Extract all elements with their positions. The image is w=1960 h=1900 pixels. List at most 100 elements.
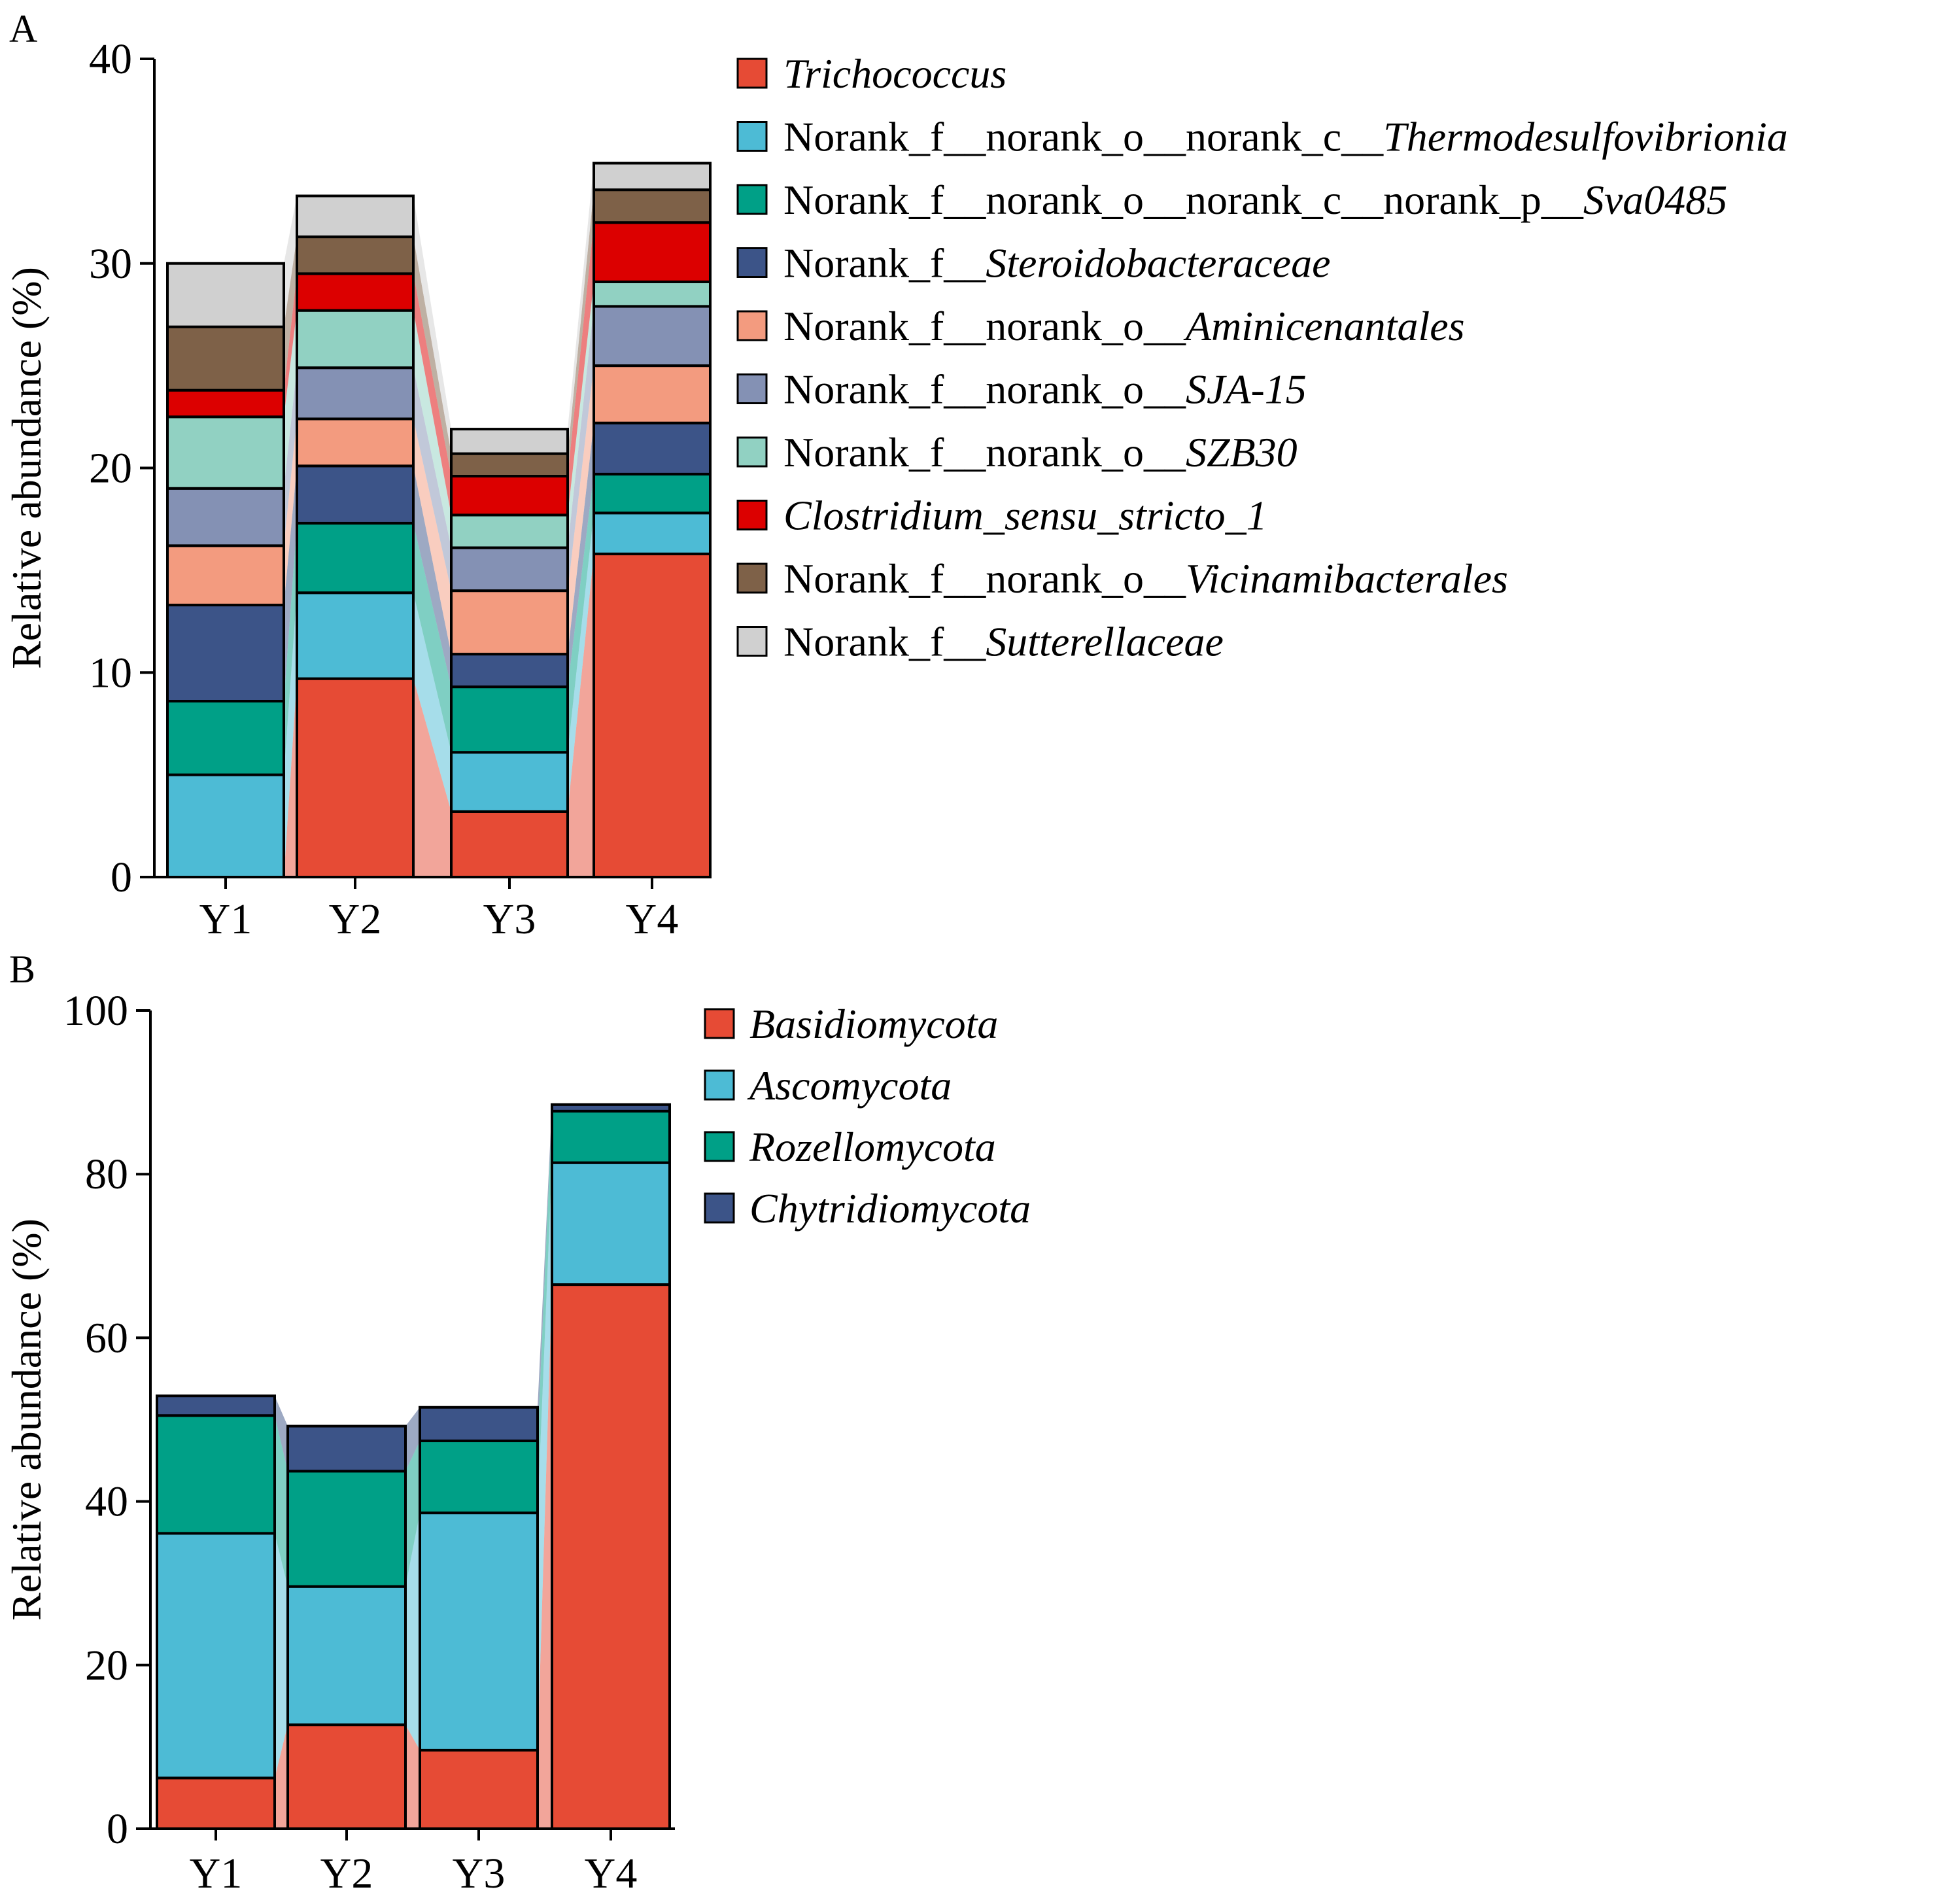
bars: [166, 162, 712, 879]
bars: [156, 1103, 671, 1831]
legend-label: Norank_f__norank_o__Aminicenantales: [783, 303, 1465, 349]
panel-letter: A: [9, 7, 37, 50]
bar-segment: [166, 487, 285, 547]
connector-band: [413, 466, 451, 687]
panel-a: A 0 10 20 30 40 Y1 Y2 Y3 Y4 Relative abundance (%)…: [3, 7, 1788, 943]
legend-swatch: [704, 1069, 735, 1101]
connector-band: [275, 1533, 288, 1778]
legend-label: Rozellomycota: [749, 1124, 996, 1170]
x-tick-label: Y3: [453, 1850, 506, 1897]
bar-segment: [450, 546, 569, 593]
legend-label-part: Norank_f__norank_o__norank_c__norank_p__: [783, 177, 1584, 223]
connector-band: [413, 196, 451, 454]
connector-band: [284, 310, 297, 489]
connector-band: [275, 1415, 288, 1587]
connector-band: [568, 474, 594, 753]
legend-label: Norank_f__norank_o__SJA-15: [783, 366, 1307, 413]
legend-item: Norank_f__norank_o__norank_c__norank_p__…: [736, 177, 1727, 223]
legend-swatch: [736, 58, 768, 89]
connector-band: [284, 466, 297, 702]
connector-band: [405, 1513, 420, 1750]
legend-label-part: Aminicenantales: [1183, 303, 1465, 349]
legend-label-part: Norank_f__norank_o__: [783, 303, 1186, 349]
legend: Trichococcus Norank_f__norank_o__norank_c…: [736, 50, 1788, 665]
bar-segment: [450, 513, 569, 549]
bar-segment: [296, 194, 415, 239]
bar-segment: [551, 1109, 671, 1164]
legend-swatch: [704, 1008, 735, 1039]
bar-segment: [450, 653, 569, 689]
connector-band: [413, 310, 451, 548]
legend-label: Norank_f__norank_o__norank_c__Thermodesu…: [783, 114, 1788, 160]
bar-segment: [166, 773, 285, 878]
connector-band: [275, 1396, 288, 1472]
bar-segment: [296, 521, 415, 595]
y-tick-label: 100: [63, 987, 128, 1035]
bar-segment: [166, 604, 285, 703]
bar-segment: [450, 810, 569, 879]
bar-segment: [166, 415, 285, 490]
legend-label-part: Sva0485: [1583, 177, 1727, 223]
legend-label: Basidiomycota: [749, 1001, 998, 1047]
bar-segment: [450, 751, 569, 813]
legend-label-part: Norank_f__norank_o__: [783, 429, 1186, 475]
legend-label-part: Norank_f__: [783, 240, 986, 286]
connector-band: [538, 1162, 552, 1750]
legend-swatch: [736, 562, 768, 594]
connector-bands: [275, 1104, 552, 1829]
legend-swatch: [736, 310, 768, 341]
bar-segment: [156, 1776, 276, 1830]
bar-segment: [286, 1470, 407, 1588]
legend-label-part: SZB30: [1186, 429, 1298, 475]
x-tick-label: Y1: [190, 1850, 243, 1897]
connector-band: [568, 513, 594, 812]
connector-band: [284, 678, 297, 877]
legend-label-part: Steroidobacteraceae: [986, 240, 1330, 286]
connector-band: [405, 1725, 420, 1829]
legend-swatch: [736, 121, 768, 152]
legend-label: Norank_f__Sutterellaceae: [783, 619, 1224, 665]
y-axis-title: Relative abundance (%): [3, 1218, 50, 1621]
legend-swatch: [736, 247, 768, 278]
connector-band: [413, 419, 451, 655]
legend-swatch: [704, 1131, 735, 1162]
x-tick-label: Y3: [483, 895, 536, 943]
legend-label-part: Vicinamibacterales: [1186, 555, 1508, 602]
y-tick-label: 0: [111, 854, 132, 901]
legend-label-part: SJA-15: [1186, 366, 1307, 413]
connector-band: [275, 1725, 288, 1829]
x-tick-label: Y2: [320, 1850, 373, 1897]
y-axis-title: Relative abundance (%): [3, 267, 50, 669]
connector-band: [413, 368, 451, 591]
legend-label: Clostridium_sensu_stricto_1: [783, 492, 1267, 539]
bar-segment: [296, 235, 415, 275]
legend-label-part: Rozellomycota: [749, 1124, 996, 1170]
y-tick-label: 20: [85, 1642, 128, 1689]
y-tick-label: 10: [89, 649, 132, 697]
legend-label: Norank_f__Steroidobacteraceae: [783, 240, 1330, 286]
legend-label-part: Trichococcus: [783, 50, 1006, 97]
legend-label-part: Ascomycota: [747, 1062, 952, 1109]
connector-band: [284, 368, 297, 546]
connector-band: [568, 222, 594, 515]
x-tick-label: Y2: [329, 895, 382, 943]
legend-label-part: Sutterellaceae: [986, 619, 1224, 665]
bar-segment: [166, 389, 285, 419]
legend-label: Trichococcus: [783, 50, 1006, 97]
legend-item: Rozellomycota: [704, 1124, 996, 1170]
connector-band: [568, 306, 594, 591]
bar-segment: [450, 589, 569, 656]
connector-band: [284, 196, 297, 327]
bar-segment: [419, 1406, 539, 1443]
bar-segment: [593, 188, 712, 224]
bar-segment: [166, 544, 285, 607]
x-tick-label: Y4: [626, 895, 679, 943]
bar-segment: [450, 685, 569, 754]
panel-b: B 0 20 40 60 80 100 Y1 Y2 Y3 Y4 Relative abundance …: [3, 948, 1031, 1897]
bar-segment: [551, 1161, 671, 1287]
legend-label: Chytridiomycota: [749, 1185, 1031, 1232]
bar-segment: [593, 305, 712, 368]
bar-segment: [296, 309, 415, 370]
y-tick-label: 30: [89, 240, 132, 288]
connector-band: [538, 1104, 552, 1442]
